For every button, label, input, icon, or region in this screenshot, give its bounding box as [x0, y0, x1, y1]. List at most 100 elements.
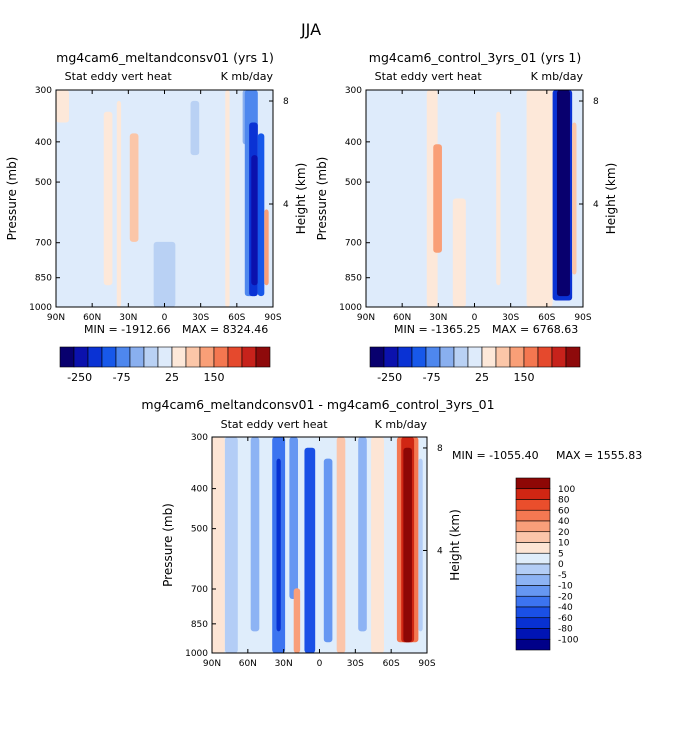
- contour-band: [304, 447, 316, 653]
- y-tick-label: 400: [191, 485, 208, 495]
- height-tick-label: 8: [593, 97, 599, 107]
- x-tick-label: 90N: [357, 313, 375, 323]
- contour-band: [526, 90, 553, 307]
- colorbar-swatch: [515, 617, 551, 629]
- contour-band: [250, 437, 260, 632]
- contour-band: [264, 209, 269, 286]
- max-text: MAX = 8324.46: [182, 323, 268, 336]
- contour-band: [403, 447, 412, 643]
- panel-left-label: Stat eddy vert heat: [375, 70, 483, 83]
- colorbar-label: -250: [67, 371, 92, 384]
- panel-left-label: Stat eddy vert heat: [221, 418, 329, 431]
- colorbar-swatch: [515, 499, 551, 511]
- colorbar-label: 25: [165, 371, 179, 384]
- max-text: MAX = 1555.83: [556, 449, 642, 462]
- colorbar-swatch: [515, 542, 551, 554]
- colorbar-swatch: [383, 346, 399, 368]
- panel-right-label: K mb/day: [375, 418, 428, 431]
- colorbar-label: -75: [113, 371, 131, 384]
- contour-band: [336, 437, 346, 653]
- y-tick-label: 1000: [29, 303, 52, 313]
- contour-band: [556, 90, 570, 297]
- colorbar-swatch: [515, 531, 551, 543]
- colorbar-swatch: [241, 346, 257, 368]
- colorbar-swatch: [411, 346, 427, 368]
- colorbar-swatch: [515, 488, 551, 500]
- colorbar-swatch: [515, 509, 551, 522]
- colorbar-label: 25: [475, 371, 489, 384]
- colorbar-swatch: [515, 563, 551, 576]
- colorbar-swatch: [515, 628, 551, 640]
- contour-band: [433, 144, 442, 253]
- colorbar-swatch: [185, 346, 201, 368]
- contour-band: [452, 198, 466, 307]
- y-tick-label: 1000: [339, 303, 362, 313]
- colorbar-label: -40: [558, 603, 573, 613]
- colorbar-swatch: [59, 346, 75, 368]
- y-tick-label: 850: [191, 620, 208, 630]
- colorbar: -250 -75 25 150: [369, 346, 581, 384]
- colorbar-swatch: [171, 346, 187, 368]
- x-tick-label: 60N: [393, 313, 411, 323]
- contour-band: [251, 155, 258, 286]
- colorbar-swatch: [509, 346, 525, 368]
- x-tick-label: 30N: [275, 659, 293, 669]
- y-axis-label: Pressure (mb): [161, 503, 175, 587]
- colorbar-label: 150: [514, 371, 535, 384]
- colorbar-swatch: [523, 346, 539, 368]
- colorbar-swatch: [213, 346, 229, 368]
- height-tick-label: 8: [437, 444, 443, 454]
- figure-title: JJA: [300, 20, 321, 39]
- y-tick-label: 400: [345, 138, 362, 148]
- x-tick-label: 30S: [192, 313, 209, 323]
- colorbar-swatch: [425, 346, 441, 368]
- colorbar-label: -60: [558, 614, 573, 624]
- y-tick-label: 850: [35, 274, 52, 284]
- y-tick-label: 850: [345, 274, 362, 284]
- x-tick-label: 0: [162, 313, 168, 323]
- colorbar-swatch: [227, 346, 243, 368]
- x-tick-label: 30N: [429, 313, 447, 323]
- colorbar-swatch: [515, 574, 551, 586]
- x-tick-label: 60S: [383, 659, 400, 669]
- y-axis-label-right: Height (km): [294, 163, 308, 234]
- min-text: MIN = -1365.25: [394, 323, 481, 336]
- colorbar-label: 20: [558, 528, 570, 538]
- contour-band: [190, 100, 200, 156]
- panel-title: mg4cam6_meltandconsv01 (yrs 1): [56, 50, 274, 65]
- colorbar-label: 40: [558, 517, 570, 527]
- y-tick-label: 500: [191, 525, 208, 535]
- colorbar-swatch: [255, 346, 271, 368]
- colorbar-label: -5: [558, 571, 567, 581]
- contour-band: [212, 437, 225, 653]
- y-tick-label: 500: [35, 178, 52, 188]
- contour-band: [496, 111, 501, 286]
- colorbar-label: 150: [204, 371, 225, 384]
- colorbar-swatch: [467, 346, 483, 368]
- x-tick-label: 90N: [47, 313, 65, 323]
- x-tick-label: 60S: [228, 313, 245, 323]
- colorbar-swatch: [515, 638, 551, 651]
- colorbar-swatch: [515, 606, 551, 619]
- x-tick-label: 60S: [538, 313, 555, 323]
- colorbar-swatch: [73, 346, 89, 368]
- colorbar-swatch: [537, 346, 553, 368]
- colorbar-label: -75: [423, 371, 441, 384]
- contour-band: [293, 588, 301, 653]
- colorbar-swatch: [565, 346, 581, 368]
- plot-area: [212, 437, 427, 653]
- y-axis-label: Pressure (mb): [315, 157, 329, 241]
- colorbar-label: -250: [377, 371, 402, 384]
- colorbar-swatch: [129, 346, 145, 368]
- colorbar-swatch: [495, 346, 511, 368]
- x-tick-label: 90S: [574, 313, 591, 323]
- colorbar-label: 5: [558, 549, 564, 559]
- colorbar-label: 80: [558, 496, 570, 506]
- colorbar-swatch: [439, 346, 455, 368]
- x-tick-label: 60N: [239, 659, 257, 669]
- colorbar-swatch: [101, 346, 117, 368]
- contour-band: [225, 90, 230, 307]
- contour-band: [289, 437, 298, 599]
- colorbar-swatch: [115, 346, 131, 368]
- contour-band: [371, 437, 384, 653]
